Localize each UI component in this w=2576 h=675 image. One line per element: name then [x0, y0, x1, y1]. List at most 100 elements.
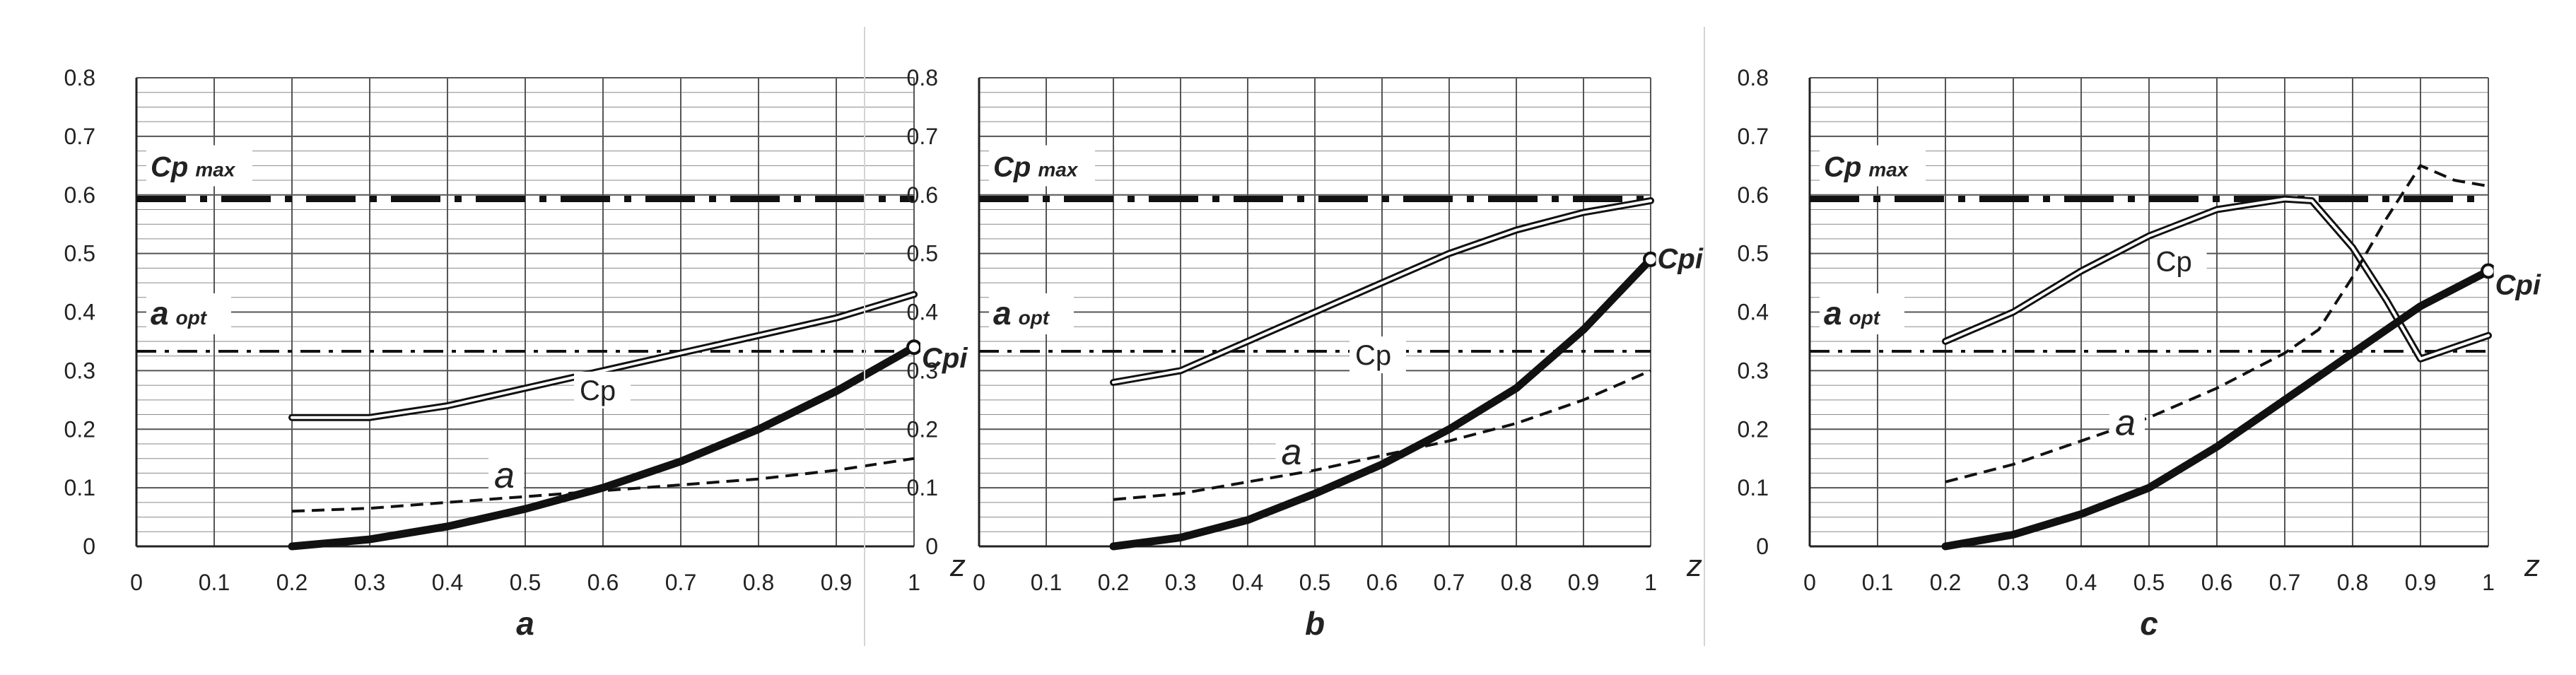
x-tick-label: 1 — [1644, 570, 1657, 595]
reference-label-sub: opt — [1849, 307, 1881, 329]
y-tick-label: 0.5 — [1738, 241, 1769, 266]
reference-label-main: Cp — [1824, 152, 1861, 183]
a-label-bg — [2109, 402, 2145, 442]
series-cp-line-inner — [1112, 199, 1652, 384]
x-tick-label: 0.8 — [743, 570, 774, 595]
cpi-label-bg — [2493, 266, 2558, 303]
reference-label-bg — [989, 293, 1074, 335]
reference-label-bg — [146, 293, 231, 335]
x-tick-label: 0.1 — [199, 570, 230, 595]
chart-panel-b: 0 0.1 0.2 0.3 0.4 0.5 0.6 0.7 0.8 0 0.1 0.2 0.3 0.4 0.… — [907, 65, 1720, 642]
x-tick-label: 0.7 — [665, 570, 696, 595]
y-tick-label: 0.3 — [1738, 358, 1769, 383]
y-tick-label: 0.2 — [64, 416, 95, 442]
cp-curve-label: Cp — [1355, 340, 1391, 371]
x-tick-label: 0.9 — [2405, 570, 2436, 595]
series-cpi-line — [1941, 267, 2493, 551]
x-tick-label: 1 — [908, 570, 920, 595]
reference-label-main: a — [993, 295, 1012, 331]
y-tick-label: 0.7 — [907, 124, 938, 149]
x-tick-label: 0.6 — [587, 570, 619, 595]
x-tick-label: 0.6 — [2201, 570, 2232, 595]
reference-label-sub: max — [1038, 159, 1078, 181]
y-tick-label: 0.3 — [64, 358, 95, 383]
x-axis-label: z — [1686, 548, 1702, 583]
x-tick-label: 0.4 — [1232, 570, 1263, 595]
y-tick-label: 0.2 — [1738, 416, 1769, 442]
reference-label-opt: a opt — [1824, 295, 1881, 331]
cp-curve-label: Cp — [580, 375, 616, 406]
y-tick-label: 0.4 — [64, 300, 95, 325]
reference-label-max: Cp max — [993, 152, 1079, 183]
x-tick-label: 0.8 — [2337, 570, 2368, 595]
x-tick-label: 0.5 — [2133, 570, 2165, 595]
series-cp-line-inner — [1944, 197, 2490, 360]
a-label-bg — [488, 455, 524, 495]
a-curve-label: a — [2115, 403, 2136, 444]
y-tick-label: 0.5 — [907, 241, 938, 266]
cp-label-bg — [2150, 242, 2207, 280]
panel-title: b — [1305, 605, 1325, 642]
reference-label-bg — [1820, 293, 1904, 335]
series-a-line — [291, 457, 915, 513]
a-curve-label: a — [494, 455, 515, 496]
y-tick-label: 0.7 — [64, 124, 95, 149]
y-tick-label: 0 — [1756, 534, 1769, 559]
x-tick-label: 0.1 — [1862, 570, 1893, 595]
y-tick-label: 0.5 — [64, 241, 95, 266]
y-tick-label: 0.6 — [907, 182, 938, 208]
series-cpi-line — [1109, 255, 1655, 551]
y-tick-label: 0.1 — [1738, 475, 1769, 500]
cpi-curve-label: Cpi — [1658, 243, 1704, 274]
reference-label-sub: max — [1868, 159, 1909, 181]
x-tick-label: 0.2 — [1098, 570, 1129, 595]
reference-label-sub: opt — [176, 307, 208, 329]
reference-label-opt: a opt — [993, 295, 1050, 331]
reference-label-main: a — [151, 295, 169, 331]
cpi-endpoint-marker — [2481, 263, 2496, 279]
series-cpi-line — [288, 343, 918, 551]
series-cp-line-inner — [291, 293, 915, 419]
y-tick-label: 0.6 — [64, 182, 95, 208]
y-tick-label: 0.8 — [64, 65, 95, 90]
x-tick-label: 0.7 — [2269, 570, 2300, 595]
reference-label-bg — [989, 145, 1095, 187]
x-tick-label: 0.4 — [2066, 570, 2097, 595]
x-tick-label: 0.3 — [1165, 570, 1196, 595]
cpi-endpoint-marker — [906, 339, 922, 356]
reference-label-opt: a opt — [151, 295, 208, 331]
x-tick-label: 0.2 — [276, 570, 308, 595]
reference-label-sub: opt — [1019, 307, 1050, 329]
y-tick-label: 0.7 — [1738, 124, 1769, 149]
x-tick-label: 0.3 — [1998, 570, 2029, 595]
x-axis-label: z — [2524, 548, 2540, 583]
panel-divider — [864, 27, 865, 646]
chart-panel-c: 0 0.1 0.2 0.3 0.4 0.5 0.6 0.7 0.8 0 0.1 0.2 0.3 0.4 0.… — [1738, 65, 2558, 642]
reference-label-sub: max — [195, 159, 235, 181]
a-label-bg — [1275, 431, 1311, 471]
reference-label-main: Cp — [993, 152, 1031, 183]
x-tick-label: 0.2 — [1930, 570, 1961, 595]
y-tick-label: 0.2 — [907, 416, 938, 442]
panel-title: c — [2140, 605, 2158, 642]
chart-panel-a: 0 0.1 0.2 0.3 0.4 0.5 0.6 0.7 0.8 0 0.1 0.2 0.3 0.4 0.… — [64, 65, 984, 642]
cp-label-bg — [1350, 336, 1406, 374]
y-tick-label: 0.4 — [1738, 300, 1769, 325]
y-tick-label: 0.1 — [907, 475, 938, 500]
y-tick-label: 0.8 — [1738, 65, 1769, 90]
x-tick-label: 0.5 — [1299, 570, 1330, 595]
x-tick-label: 0.5 — [510, 570, 541, 595]
y-tick-label: 0.6 — [1738, 182, 1769, 208]
a-curve-label: a — [1282, 432, 1302, 473]
y-tick-label: 0.8 — [907, 65, 938, 90]
x-axis-label: z — [949, 548, 966, 583]
x-tick-label: 0.1 — [1031, 570, 1062, 595]
x-tick-label: 0.3 — [354, 570, 385, 595]
y-tick-label: 0 — [83, 534, 95, 559]
reference-label-main: Cp — [151, 152, 188, 183]
x-tick-label: 0 — [130, 570, 143, 595]
cpi-label-bg — [1656, 240, 1720, 277]
panel-divider — [1704, 27, 1705, 646]
